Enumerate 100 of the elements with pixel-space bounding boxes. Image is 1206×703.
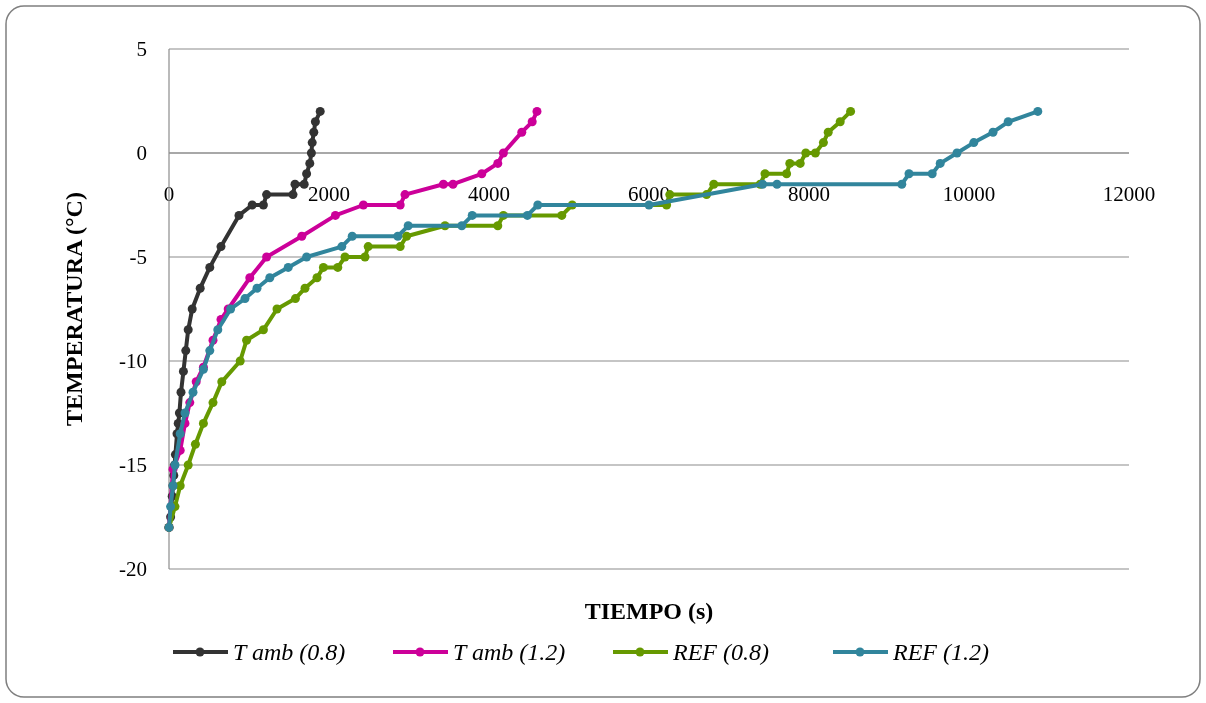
point xyxy=(498,148,508,158)
y-tick-label: -10 xyxy=(119,349,147,374)
point xyxy=(198,418,208,428)
point xyxy=(272,304,282,314)
x-tick-label: 0 xyxy=(163,182,175,206)
point xyxy=(258,200,268,210)
point xyxy=(310,117,320,127)
point xyxy=(517,127,527,137)
point xyxy=(258,325,268,335)
x-tick-label: 8000 xyxy=(788,182,830,206)
point xyxy=(448,179,458,189)
point xyxy=(557,210,567,220)
point xyxy=(1003,117,1013,127)
point xyxy=(532,106,542,116)
point xyxy=(290,294,300,304)
point xyxy=(818,138,828,148)
point xyxy=(183,325,193,335)
point xyxy=(952,148,962,158)
point xyxy=(457,221,467,231)
point xyxy=(363,242,373,252)
point xyxy=(522,210,532,220)
point xyxy=(307,138,317,148)
point xyxy=(395,200,405,210)
point xyxy=(810,148,820,158)
point xyxy=(309,127,319,137)
point xyxy=(402,231,412,241)
point xyxy=(312,273,322,283)
point xyxy=(760,169,770,179)
point xyxy=(283,262,293,272)
point xyxy=(935,158,945,168)
point xyxy=(709,179,719,189)
point xyxy=(360,252,370,262)
point xyxy=(330,210,340,220)
point xyxy=(180,408,190,418)
point xyxy=(846,106,856,116)
point xyxy=(340,252,350,262)
point xyxy=(288,190,298,200)
point xyxy=(217,377,227,387)
point xyxy=(178,366,188,376)
point xyxy=(493,158,503,168)
point xyxy=(195,283,205,293)
point xyxy=(262,190,272,200)
legend-label: REF (0.8) xyxy=(672,639,769,666)
point xyxy=(333,262,343,272)
y-axis-title: TEMPERATURA (°C) xyxy=(61,192,87,426)
point xyxy=(835,117,845,127)
point xyxy=(240,294,250,304)
point xyxy=(181,346,191,356)
point xyxy=(262,252,272,262)
point xyxy=(395,242,405,252)
point xyxy=(208,398,218,408)
point xyxy=(235,356,245,366)
y-tick-label: 5 xyxy=(136,37,147,62)
point xyxy=(772,179,782,189)
point xyxy=(175,481,185,491)
point xyxy=(823,127,833,137)
point xyxy=(337,242,347,252)
point xyxy=(358,200,368,210)
point xyxy=(318,262,328,272)
point xyxy=(205,262,215,272)
point xyxy=(988,127,998,137)
point xyxy=(400,190,410,200)
y-tick-label: 0 xyxy=(136,141,147,166)
point xyxy=(190,439,200,449)
point xyxy=(183,460,193,470)
point xyxy=(315,106,325,116)
legend-label: T amb (1.2) xyxy=(453,639,566,666)
point xyxy=(969,138,979,148)
point xyxy=(302,252,312,262)
point xyxy=(527,117,537,127)
point xyxy=(904,169,914,179)
y-tick-label: -20 xyxy=(119,557,147,582)
point xyxy=(242,335,252,345)
point xyxy=(213,325,223,335)
point xyxy=(785,158,795,168)
point xyxy=(438,179,448,189)
x-axis-title: TIEMPO (s) xyxy=(584,598,714,624)
x-tick-label: 2000 xyxy=(308,182,350,206)
y-tick-label: -5 xyxy=(129,245,147,270)
point xyxy=(188,387,198,397)
point xyxy=(290,179,300,189)
point xyxy=(300,283,310,293)
point xyxy=(801,148,811,158)
point xyxy=(533,200,543,210)
point xyxy=(306,148,316,158)
point xyxy=(234,210,244,220)
point xyxy=(347,231,357,241)
point xyxy=(927,169,937,179)
point xyxy=(176,387,186,397)
y-tick-label: -15 xyxy=(119,453,147,478)
point xyxy=(467,210,477,220)
point xyxy=(297,231,307,241)
point xyxy=(493,221,503,231)
point xyxy=(187,304,197,314)
point xyxy=(302,169,312,179)
point xyxy=(252,283,262,293)
x-tick-label: 4000 xyxy=(468,182,510,206)
point xyxy=(245,273,255,283)
point xyxy=(477,169,487,179)
point xyxy=(403,221,413,231)
